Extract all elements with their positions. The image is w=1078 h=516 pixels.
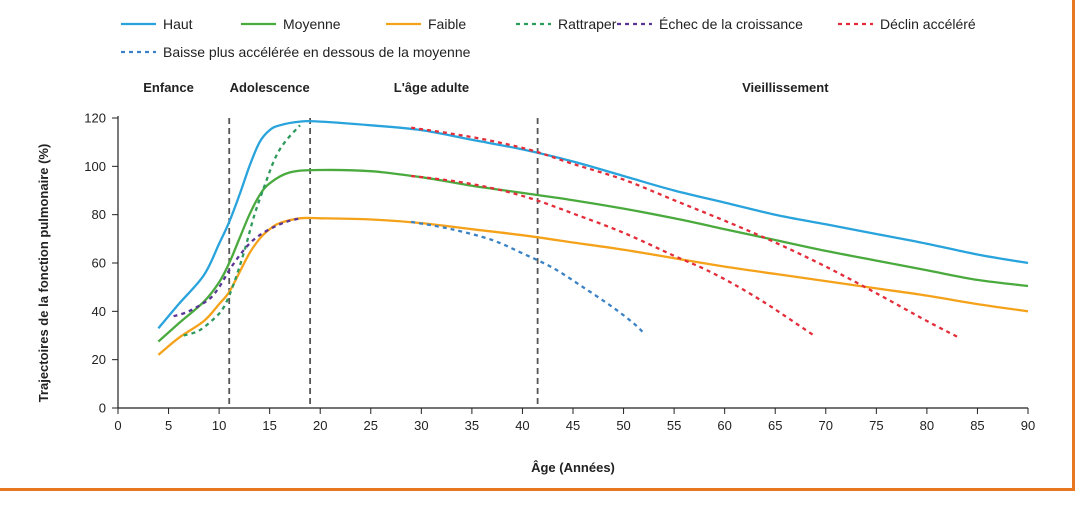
x-tick-label: 25 <box>364 418 378 433</box>
x-tick-label: 0 <box>114 418 121 433</box>
legend-label: Moyenne <box>283 16 341 32</box>
phase-label: L'âge adulte <box>394 80 469 95</box>
x-tick-label: 10 <box>212 418 226 433</box>
phase-label: Vieillissement <box>742 80 829 95</box>
phase-boundaries <box>228 118 539 408</box>
series-line <box>411 126 958 338</box>
legend-label: Échec de la croissance <box>659 16 803 32</box>
phase-label: Adolescence <box>230 80 310 95</box>
x-tick-label: 5 <box>165 418 172 433</box>
x-tick-label: 75 <box>869 418 883 433</box>
x-tick-label: 30 <box>414 418 428 433</box>
y-tick-label: 0 <box>99 401 106 416</box>
series-line <box>173 217 301 318</box>
x-tick-label: 90 <box>1021 418 1035 433</box>
x-tick-label: 55 <box>667 418 681 433</box>
series-line <box>411 174 817 338</box>
legend-label: Déclin accéléré <box>880 16 976 32</box>
x-axis-title: Âge (Années) <box>531 460 615 475</box>
x-tick-label: 85 <box>970 418 984 433</box>
phase-labels: Enfance Adolescence L'âge adulte Vieillisse… <box>143 80 829 95</box>
axes: 0 5 10 15 20 25 30 35 40 45 50 55 60 65 70 75 80 85 90 0 20 4… <box>84 111 1035 434</box>
legend: Haut Moyenne Faible Rattraper Échec de la cr… <box>121 16 976 60</box>
lung-function-chart: Haut Moyenne Faible Rattraper Échec de la cr… <box>36 16 1035 475</box>
x-tick-label: 15 <box>262 418 276 433</box>
series-lines <box>157 120 1029 356</box>
x-tick-label: 50 <box>616 418 630 433</box>
y-tick-label: 100 <box>84 159 106 174</box>
y-axis-title: Trajectoires de la fonction pulmonaire (… <box>36 144 51 403</box>
y-tick-label: 40 <box>92 304 106 319</box>
x-tick-label: 65 <box>768 418 782 433</box>
y-tick-label: 120 <box>84 111 106 126</box>
x-tick-label: 40 <box>515 418 529 433</box>
y-tick-label: 60 <box>92 256 106 271</box>
x-tick-label: 20 <box>313 418 327 433</box>
series-line <box>157 120 1029 330</box>
legend-label: Faible <box>428 16 466 32</box>
x-tick-label: 45 <box>566 418 580 433</box>
series-line <box>157 168 1029 343</box>
x-tick-label: 80 <box>920 418 934 433</box>
x-tick-label: 35 <box>465 418 479 433</box>
y-tick-label: 80 <box>92 207 106 222</box>
legend-label: Haut <box>163 16 193 32</box>
x-tick-label: 60 <box>717 418 731 433</box>
legend-label: Rattraper <box>558 16 617 32</box>
legend-label: Baisse plus accélérée en dessous de la m… <box>163 44 471 60</box>
chart-frame <box>0 0 1075 491</box>
x-tick-label: 70 <box>819 418 833 433</box>
y-tick-label: 20 <box>92 352 106 367</box>
phase-label: Enfance <box>143 80 194 95</box>
series-line <box>157 216 1029 356</box>
series-line <box>411 220 645 334</box>
